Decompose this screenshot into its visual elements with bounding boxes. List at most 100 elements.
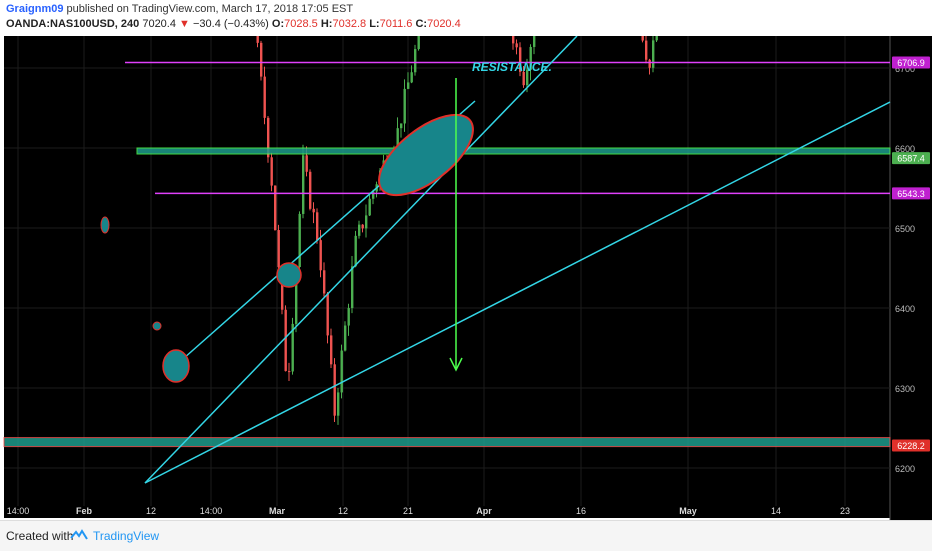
low-value: 7011.6 (379, 18, 413, 30)
x-tick-label: Feb (76, 506, 93, 516)
candle-body (396, 128, 399, 150)
candle-body (410, 72, 413, 83)
symbol-label: OANDA:NAS100USD, 240 (6, 18, 140, 30)
candle-body (358, 224, 361, 236)
resistance-label: RESISTANCE. (472, 60, 552, 74)
candle-body (515, 43, 518, 48)
y-tick-label: 6600 (895, 144, 915, 154)
projection-arrow-head (449, 357, 463, 372)
x-tick-label: May (679, 506, 697, 516)
candle-body (652, 40, 655, 68)
price-tag-bg (892, 152, 930, 165)
x-tick-label: Mar (269, 506, 286, 516)
y-tick-label: 6500 (895, 224, 915, 234)
price-change: −30.4 (−0.43%) (193, 18, 269, 30)
candle-body (256, 36, 259, 43)
candle-body (351, 266, 354, 309)
candle-body (417, 36, 420, 50)
x-tick-label: 12 (338, 506, 348, 516)
candle-body (365, 215, 368, 229)
candle-body (298, 213, 301, 268)
ellipse-target (378, 113, 474, 197)
candle-body (340, 350, 343, 393)
drawings (3, 36, 891, 484)
candle-body (354, 235, 357, 267)
candle-body (284, 309, 287, 372)
candle-body (403, 88, 406, 124)
candle-body (267, 117, 270, 158)
publish-info: published on TradingView.com, March 17, … (63, 3, 354, 15)
x-tick-label: 12 (146, 506, 156, 516)
author-link[interactable]: Graignm09 (6, 3, 64, 15)
footer: Created with TradingView (0, 520, 932, 551)
candle-body (305, 155, 308, 172)
candle-body (330, 335, 333, 365)
candle-body (648, 59, 651, 68)
y-tick-label: 6300 (895, 384, 915, 394)
open-value: 7028.5 (284, 18, 318, 30)
candle-body (260, 42, 263, 77)
candle-body (288, 371, 291, 373)
candle-body (323, 270, 326, 294)
price-tags: 7183.47020.47005.16922.96804.16706.96587… (892, 56, 930, 452)
candle-body (319, 240, 322, 271)
ellipse-mid (276, 262, 302, 288)
price-tag-bg (892, 56, 930, 69)
y-axis-ticks: 6200630064006500660067006800690070007100… (895, 64, 915, 474)
candle-body (344, 325, 347, 351)
candle-body (641, 36, 644, 41)
candle-body (361, 224, 364, 229)
candle-body (526, 69, 529, 86)
candle-body (407, 82, 410, 89)
candle-body (529, 46, 532, 70)
candle-body (309, 171, 312, 209)
publish-line: Graignm09 published on TradingView.com, … (6, 3, 353, 15)
ohlc-line: OANDA:NAS100USD, 240 7020.4 ▼ −30.4 (−0.… (6, 18, 461, 30)
tradingview-link[interactable]: TradingView (93, 529, 160, 543)
candle-body (281, 267, 284, 310)
last-price: 7020.4 (142, 18, 176, 30)
close-label: C: (415, 18, 428, 30)
candle-body (400, 123, 403, 129)
candle-body (302, 155, 305, 214)
y-tick-label: 6200 (895, 464, 915, 474)
candle-body (368, 198, 371, 216)
ellipse-small-1 (100, 216, 110, 234)
candle-body (645, 40, 648, 60)
open-label: O: (271, 18, 285, 30)
close-value: 7020.4 (427, 18, 461, 30)
support-zone-6587 (136, 147, 891, 155)
trend-line-long (144, 101, 891, 484)
price-tag-bg (892, 439, 930, 452)
high-value: 7032.8 (332, 18, 367, 30)
x-tick-label: Apr (476, 506, 492, 516)
price-axis[interactable] (890, 36, 932, 520)
ellipse-small-2 (152, 321, 162, 331)
x-tick-label: 14:00 (200, 506, 223, 516)
ellipse-low (162, 349, 190, 383)
x-tick-label: 21 (403, 506, 413, 516)
x-axis-ticks: 14:00 Feb 12 14:00 Mar 12 21 Apr 16 May 14 23 (7, 506, 850, 516)
candle-body (277, 230, 280, 268)
low-label: L: (369, 18, 380, 30)
support-zone (3, 437, 891, 448)
tradingview-logo-icon (70, 529, 88, 540)
candle-body (655, 36, 658, 41)
candle-body (316, 212, 319, 241)
high-label: H: (320, 18, 333, 30)
price-tag: 6706.9 (897, 58, 925, 68)
candle-body (372, 191, 375, 199)
price-chart[interactable]: 6200630064006500660067006800690070007100… (0, 36, 932, 520)
candle-body (347, 308, 350, 326)
candle-body (512, 36, 515, 44)
x-tick-label: 16 (576, 506, 586, 516)
candle-body (337, 392, 340, 416)
candle-body (519, 47, 522, 72)
price-tag: 6543.3 (897, 189, 925, 199)
price-tag: 6587.4 (897, 154, 925, 164)
y-tick-label: 6400 (895, 304, 915, 314)
candle-body (274, 185, 277, 231)
down-arrow-icon: ▼ (179, 18, 190, 30)
x-tick-label: 14:00 (7, 506, 30, 516)
candle-body (270, 157, 273, 186)
